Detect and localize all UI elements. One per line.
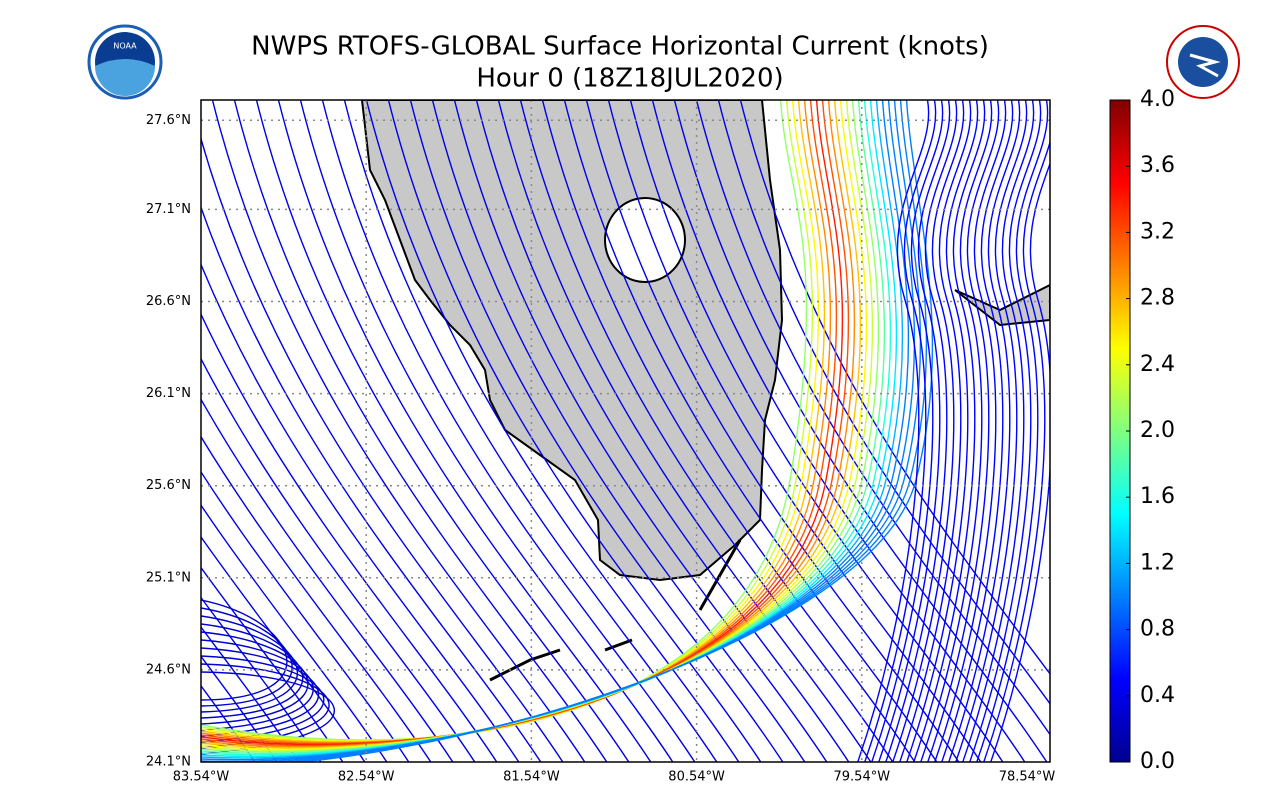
- colorbar-tick-label: 3.2: [1140, 219, 1175, 244]
- streamline: [926, 100, 1000, 762]
- streamline: [299, 100, 674, 762]
- lat-label: 26.1°N: [146, 386, 191, 401]
- colorbar-tick-label: 2.4: [1140, 352, 1175, 377]
- colorbar-tick-label: 3.6: [1140, 153, 1175, 178]
- streamline: [912, 100, 986, 762]
- island: [954, 283, 1050, 327]
- streamline: [863, 100, 937, 762]
- streamline: [884, 100, 958, 762]
- streamline: [233, 100, 608, 762]
- streamline: [201, 655, 278, 762]
- streamline: [968, 100, 1042, 762]
- streamline: [201, 136, 564, 762]
- streamline: [541, 100, 916, 762]
- lon-label: 80.54°W: [668, 770, 725, 785]
- lon-label: 83.54°W: [173, 770, 230, 785]
- colorbar-tick-label: 0.8: [1140, 617, 1175, 642]
- streamline: [365, 100, 740, 762]
- streamline: [989, 161, 1050, 762]
- colorbar-tick-label: 0.4: [1140, 683, 1175, 708]
- lake: [604, 197, 686, 283]
- colorbar-tick-label: 1.6: [1140, 484, 1175, 509]
- streamline: [651, 100, 1026, 762]
- streamline: [563, 100, 938, 762]
- nws-logo: [1166, 25, 1240, 99]
- streamline: [201, 566, 344, 762]
- colorbar-tick-label: 1.2: [1140, 550, 1175, 575]
- lat-label: 26.6°N: [146, 294, 191, 309]
- streamline: [961, 100, 1035, 762]
- streamline: [321, 100, 696, 762]
- lon-label: 82.54°W: [338, 770, 395, 785]
- lon-label: 81.54°W: [503, 770, 560, 785]
- streamline: [431, 100, 806, 762]
- streamline: [201, 397, 454, 762]
- streamline: [695, 100, 1050, 736]
- map-frame: [200, 99, 1051, 763]
- colorbar-tick-label: 2.0: [1140, 418, 1175, 443]
- lon-label: 78.54°W: [999, 770, 1056, 785]
- lat-label: 25.6°N: [146, 478, 191, 493]
- streamlines: [201, 100, 1050, 762]
- colorbar-tick-label: 0.0: [1140, 749, 1175, 774]
- streamline: [201, 435, 432, 762]
- streamline: [919, 100, 993, 762]
- streamline: [739, 100, 1050, 676]
- streamline: [201, 615, 299, 713]
- streamline: [387, 100, 762, 762]
- noaa-logo: NOAA: [87, 24, 163, 100]
- lat-label: 27.1°N: [146, 202, 191, 217]
- streamline: [475, 100, 850, 762]
- lat-label: 27.6°N: [146, 113, 191, 128]
- lat-label: 24.1°N: [146, 755, 191, 770]
- streamline: [201, 262, 520, 762]
- streamline: [453, 100, 828, 762]
- streamline: [201, 623, 304, 719]
- streamline: [856, 100, 930, 762]
- title: NWPS RTOFS-GLOBAL Surface Horizontal Cur…: [251, 32, 989, 62]
- streamline: [255, 100, 630, 762]
- streamline: [673, 100, 1048, 762]
- streamline: [933, 100, 1007, 762]
- streamline: [292, 100, 934, 762]
- svg-text:NOAA: NOAA: [113, 42, 137, 51]
- streamline: [982, 139, 1050, 762]
- streamline: [201, 205, 542, 762]
- streamline: [201, 599, 288, 701]
- lat-label: 24.6°N: [146, 662, 191, 677]
- streamline: [201, 596, 322, 762]
- streamline: [877, 100, 951, 762]
- streamline: [201, 357, 476, 762]
- streamline: [585, 100, 960, 762]
- streamline: [343, 100, 718, 762]
- streamline: [211, 100, 586, 762]
- streamline: [201, 625, 300, 762]
- lat-label: 25.1°N: [146, 570, 191, 585]
- subtitle: Hour 0 (18Z18JUL2020): [476, 64, 783, 94]
- streamline: [898, 100, 972, 762]
- streamline: [905, 100, 979, 762]
- streamline: [954, 100, 1028, 762]
- colorbar-tick-label: 4.0: [1140, 87, 1175, 112]
- streamline: [201, 312, 498, 762]
- streamline: [870, 100, 944, 762]
- streamline: [201, 647, 320, 737]
- streamline: [201, 684, 256, 762]
- colorbar-tick-label: 2.8: [1140, 286, 1175, 311]
- streamline: [201, 504, 388, 762]
- streamline: [409, 100, 784, 762]
- streamline: [201, 470, 410, 762]
- streamline: [497, 100, 872, 762]
- streamline: [947, 100, 1021, 762]
- streamline: [519, 100, 894, 762]
- lon-label: 79.54°W: [834, 770, 891, 785]
- streamline: [975, 100, 1049, 762]
- streamline: [891, 100, 965, 762]
- streamline: [940, 100, 1014, 762]
- map-area: [201, 100, 1050, 762]
